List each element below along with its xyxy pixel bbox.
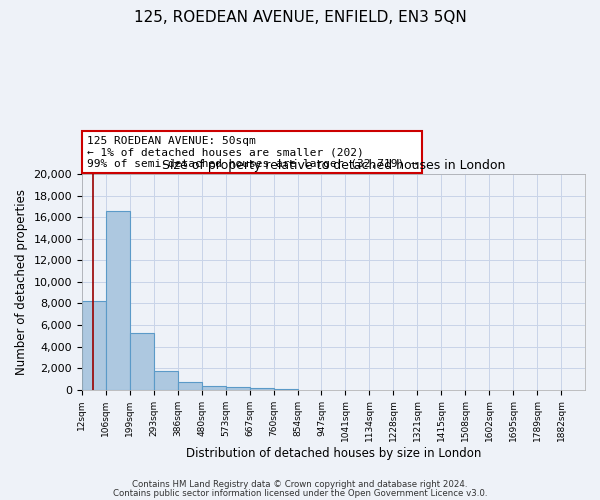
Bar xyxy=(130,332,154,390)
Bar xyxy=(82,302,106,390)
Bar xyxy=(274,388,298,390)
Bar xyxy=(226,388,250,390)
Text: 125, ROEDEAN AVENUE, ENFIELD, EN3 5QN: 125, ROEDEAN AVENUE, ENFIELD, EN3 5QN xyxy=(134,10,466,25)
Title: Size of property relative to detached houses in London: Size of property relative to detached ho… xyxy=(162,158,505,172)
X-axis label: Distribution of detached houses by size in London: Distribution of detached houses by size … xyxy=(186,447,481,460)
Y-axis label: Number of detached properties: Number of detached properties xyxy=(15,189,28,375)
Bar xyxy=(202,386,226,390)
Text: Contains HM Land Registry data © Crown copyright and database right 2024.: Contains HM Land Registry data © Crown c… xyxy=(132,480,468,489)
Bar xyxy=(250,388,274,390)
Bar xyxy=(154,371,178,390)
Bar xyxy=(106,211,130,390)
Text: Contains public sector information licensed under the Open Government Licence v3: Contains public sector information licen… xyxy=(113,488,487,498)
Text: 125 ROEDEAN AVENUE: 50sqm
← 1% of detached houses are smaller (202)
99% of semi-: 125 ROEDEAN AVENUE: 50sqm ← 1% of detach… xyxy=(87,136,418,168)
Bar xyxy=(178,382,202,390)
